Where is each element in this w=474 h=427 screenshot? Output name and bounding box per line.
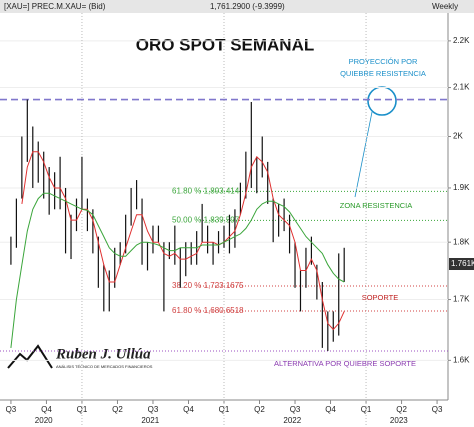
x-tick-label: Q4 — [325, 405, 336, 414]
projection-circle — [367, 86, 397, 116]
x-tick-label: Q4 — [183, 405, 194, 414]
annotation: ALTERNATIVA POR QUIEBRE SOPORTE — [274, 359, 416, 368]
year-label: 2020 — [35, 416, 53, 425]
logo-name: Ruben J. Ullúa — [55, 346, 151, 362]
y-tick-label: 1.6K — [453, 355, 470, 364]
x-tick-label: Q3 — [290, 405, 301, 414]
annotation: SOPORTE — [362, 293, 399, 302]
level-label: 61.80 % 1,680.6518 — [172, 306, 244, 315]
annotation: QUIEBRE RESISTENCIA — [340, 69, 426, 78]
last-price-tag — [449, 258, 474, 271]
period: Weekly — [432, 2, 458, 11]
y-tick-label: 2.1K — [453, 83, 470, 92]
moving-average — [10, 192, 345, 348]
y-tick-label: 2.2K — [453, 36, 470, 45]
x-tick-label: Q3 — [6, 405, 17, 414]
x-tick-label: Q2 — [112, 405, 123, 414]
quote: 1,761.2900 (-9.3999) — [210, 2, 285, 11]
chart-title: ORO SPOT SEMANAL — [136, 35, 315, 54]
year-label: 2023 — [390, 416, 408, 425]
header-bar — [0, 0, 474, 13]
level-label: 50.00 % 1,839.597 — [172, 215, 240, 224]
y-tick-label: 2K — [453, 132, 463, 141]
year-label: 2022 — [283, 416, 301, 425]
y-tick-label: 1.9K — [453, 183, 470, 192]
annotation: ZONA RESISTENCIA — [340, 201, 413, 210]
year-label: 2021 — [141, 416, 159, 425]
y-tick-label: 1.7K — [453, 295, 470, 304]
x-tick-label: Q4 — [41, 405, 52, 414]
x-tick-label: Q2 — [396, 405, 407, 414]
x-tick-label: Q2 — [254, 405, 265, 414]
x-tick-label: Q3 — [148, 405, 159, 414]
level-label: 38.20 % 1,723.1675 — [172, 281, 244, 290]
annotation: PROYECCIÓN POR — [349, 57, 418, 66]
level-label: 61.80 % 1,893.414 — [172, 187, 240, 196]
y-tick-label: 1.8K — [453, 237, 470, 246]
symbol: [XAU=] PREC.M.XAU= (Bid) — [4, 2, 106, 11]
pointer — [354, 111, 373, 198]
x-tick-label: Q3 — [432, 405, 443, 414]
last-price-label: 1.761K — [451, 259, 474, 268]
moving-average — [21, 151, 345, 331]
logo-tagline: ANÁLISIS TÉCNICO DE MERCADOS FINANCIEROS — [56, 364, 153, 369]
